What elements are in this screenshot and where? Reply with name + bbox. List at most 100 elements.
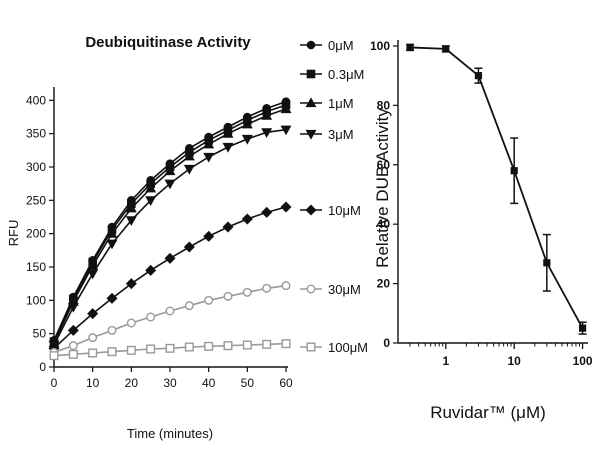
time-course-axes: 0 10 20 30 40 50 60 0 50 100 150 200 250 300 350 400 <box>26 87 293 390</box>
data-point <box>280 125 292 136</box>
data-point <box>164 252 176 264</box>
legend-marker <box>305 97 317 108</box>
y-tick-label: 0 <box>39 360 46 374</box>
chart-title: Deubiquitinase Activity <box>85 34 251 51</box>
data-point <box>406 43 414 52</box>
data-point <box>223 341 233 351</box>
y-tick-label: 40 <box>377 217 391 231</box>
legend-label: 30μM <box>328 282 361 297</box>
series-4 <box>48 125 292 351</box>
data-point <box>183 164 195 175</box>
x-tick-label: 30 <box>163 376 177 390</box>
y-tick-label: 20 <box>377 277 391 291</box>
x-tick-label: 20 <box>125 376 139 390</box>
dose-response-series <box>406 43 587 335</box>
y-tick-label: 350 <box>26 127 46 141</box>
y-tick-label: 60 <box>377 158 391 172</box>
data-point <box>280 103 292 114</box>
time-course-series <box>48 97 292 361</box>
data-point <box>107 347 117 357</box>
data-point <box>281 281 291 291</box>
data-point <box>106 292 118 304</box>
y-tick-label: 300 <box>26 160 46 174</box>
data-point <box>241 134 253 145</box>
y-tick-label: 400 <box>26 93 46 107</box>
legend-entry: 0.3μM <box>300 67 364 82</box>
time-course-chart: Deubiquitinase Activity 0 10 20 30 40 50 60 0 50… <box>6 34 368 441</box>
legend-marker <box>305 129 317 140</box>
data-point <box>125 278 137 290</box>
x-tick-label: 10 <box>86 376 100 390</box>
legend-marker <box>305 204 317 216</box>
dose-response-chart: 1 10 100 0 20 40 60 80 100 Ruvidar™ (μM) Relativ… <box>370 39 593 422</box>
legend-label: 0.3μM <box>328 67 364 82</box>
data-point <box>183 150 195 161</box>
legend-marker <box>306 69 316 79</box>
data-point <box>222 128 234 138</box>
series-5 <box>48 201 292 354</box>
data-point <box>474 72 483 80</box>
data-point <box>164 165 176 176</box>
x-axis-label: Time (minutes) <box>127 426 213 441</box>
data-point <box>68 349 78 359</box>
data-point <box>223 291 233 301</box>
legend-label: 0μM <box>328 38 354 53</box>
data-point <box>280 201 292 213</box>
series-line <box>53 206 287 349</box>
data-point <box>164 179 176 190</box>
data-point <box>67 302 79 313</box>
data-point <box>204 295 214 305</box>
data-point <box>578 324 587 332</box>
data-point <box>126 345 136 355</box>
data-point <box>222 221 234 233</box>
data-point <box>203 152 215 163</box>
x-tick-label: 10 <box>508 354 522 368</box>
data-point <box>543 259 551 267</box>
series-3 <box>48 103 292 348</box>
series-7 <box>49 339 291 361</box>
data-point <box>261 110 273 120</box>
series-line <box>53 104 287 342</box>
legend-marker <box>306 284 316 294</box>
y-tick-label: 200 <box>26 227 46 241</box>
data-point <box>67 324 79 336</box>
legend-entry: 10μM <box>300 203 361 218</box>
y-tick-label: 100 <box>26 293 46 307</box>
y-tick-label: 80 <box>377 98 391 112</box>
legend-entry: 3μM <box>300 127 354 142</box>
legend-entry: 0μM <box>300 38 354 53</box>
data-point <box>88 333 98 343</box>
legend-entry: 100μM <box>300 340 368 355</box>
data-point <box>510 167 518 175</box>
y-tick-label: 50 <box>33 327 47 341</box>
data-point <box>184 301 194 311</box>
data-point <box>146 344 156 354</box>
data-point <box>68 341 78 351</box>
data-point <box>145 182 157 193</box>
dose-response-line <box>410 46 584 329</box>
x-tick-label: 100 <box>573 354 593 368</box>
data-point <box>242 287 252 297</box>
data-point <box>241 118 253 129</box>
y-tick-label: 0 <box>383 336 390 350</box>
data-point <box>145 196 157 206</box>
legend-entry: 30μM <box>300 282 361 297</box>
x-axis-label: Ruvidar™ (μM) <box>430 403 546 422</box>
data-point <box>126 318 136 328</box>
data-point <box>145 264 157 276</box>
data-point <box>261 206 273 218</box>
legend-entry: 1μM <box>300 96 354 111</box>
data-point <box>183 241 195 253</box>
time-course-legend: 0μM 0.3μM 1μM 3μM 10μM 30μM 100μM <box>300 38 368 355</box>
data-point <box>241 213 253 225</box>
data-point <box>281 339 291 349</box>
data-point <box>87 260 99 270</box>
y-axis-label: Relative DUB Activity <box>373 108 392 268</box>
data-point <box>262 339 272 349</box>
data-point <box>203 230 215 242</box>
dose-response-axes: 1 10 100 0 20 40 60 80 100 <box>370 39 593 368</box>
data-point <box>203 138 215 149</box>
data-point <box>106 228 118 238</box>
legend-marker <box>306 342 316 352</box>
